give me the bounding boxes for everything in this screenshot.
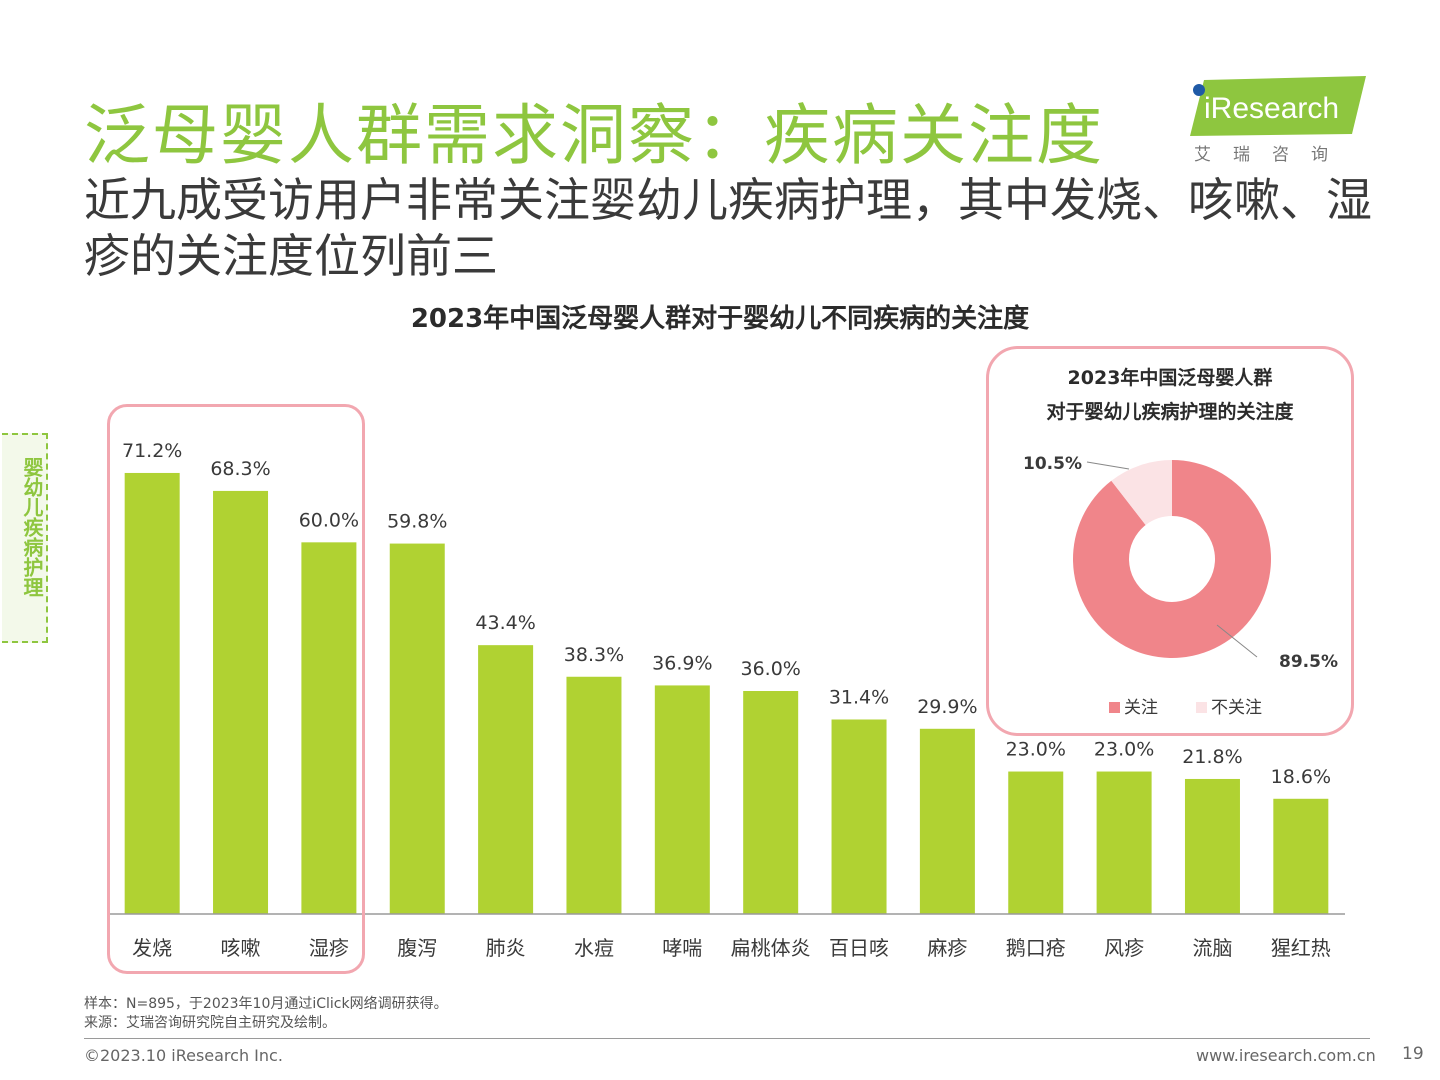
source-note: 来源：艾瑞咨询研究院自主研究及绘制。 <box>84 1015 336 1031</box>
iresearch-logo: iResearch <box>1190 76 1366 160</box>
top3-highlight-frame <box>107 404 365 974</box>
bar-value-label: 23.0% <box>1006 739 1066 761</box>
donut-value-label-minor: 10.5% <box>1023 454 1082 474</box>
bar-百日咳 <box>831 719 887 914</box>
bar-value-label: 29.9% <box>917 696 977 718</box>
x-tick-label: 风疹 <box>1104 936 1144 960</box>
bar-value-label: 68.3% <box>210 458 270 480</box>
bar-value-label: 60.0% <box>299 509 359 531</box>
legend-label: 不关注 <box>1211 698 1262 718</box>
bars-group: 71.2% 发烧 68.3% 咳嗽 60.0% 湿疹 59.8% 腹泻 43.4% 肺炎 38.3%… <box>122 440 1331 960</box>
x-tick-label: 水痘 <box>574 936 614 960</box>
bar-麻疹 <box>919 728 975 914</box>
donut-chart-card: 2023年中国泛母婴人群 对于婴幼儿疾病护理的关注度 89.5% 10.5% 关注 不… <box>986 346 1354 736</box>
sample-note: 样本：N=895，于2023年10月通过iClick网络调研获得。 <box>84 996 448 1012</box>
page-subtitle: 近九成受访用户非常关注婴幼儿疾病护理，其中发烧、咳嗽、湿疹的关注度位列前三 <box>84 173 1372 283</box>
bar-风疹 <box>1096 771 1152 914</box>
x-tick-label: 发烧 <box>132 936 172 960</box>
x-tick-label: 猩红热 <box>1271 936 1331 960</box>
bar-value-label: 36.9% <box>652 652 712 674</box>
website-url: www.iresearch.com.cn <box>1196 1046 1376 1065</box>
bar-水痘 <box>566 676 622 914</box>
x-tick-label: 百日咳 <box>829 936 889 960</box>
bar-value-label: 23.0% <box>1094 739 1154 761</box>
logo-parallelogram <box>1190 76 1366 136</box>
bar-value-label: 43.4% <box>475 612 535 634</box>
bar-咳嗽 <box>213 490 269 914</box>
side-tab: 婴幼儿疾病护理 <box>2 433 48 643</box>
bar-value-label: 38.3% <box>564 644 624 666</box>
logo-subtitle: 艾瑞咨询 <box>1194 145 1350 165</box>
bar-流脑 <box>1184 778 1240 914</box>
bar-value-label: 36.0% <box>740 658 800 680</box>
x-tick-label: 麻疹 <box>927 936 967 960</box>
bar-哮喘 <box>654 685 710 914</box>
x-tick-label: 湿疹 <box>309 936 349 960</box>
legend-swatch <box>1196 702 1207 713</box>
copyright: ©2023.10 iResearch Inc. <box>84 1046 283 1065</box>
bar-湿疹 <box>301 542 357 914</box>
page-number: 19 <box>1402 1044 1424 1064</box>
x-tick-label: 鹅口疮 <box>1006 936 1066 960</box>
page-title: 泛母婴人群需求洞察：疾病关注度 <box>84 97 1104 174</box>
donut-chart-title: 2023年中国泛母婴人群 对于婴幼儿疾病护理的关注度 <box>989 361 1351 429</box>
x-tick-label: 咳嗽 <box>221 936 261 960</box>
donut-slice-不关注 <box>1111 460 1172 526</box>
x-tick-label: 扁桃体炎 <box>731 936 811 960</box>
bar-扁桃体炎 <box>743 691 799 914</box>
bar-chart: 71.2% 发烧 68.3% 咳嗽 60.0% 湿疹 59.8% 腹泻 43.4% 肺炎 38.3%… <box>108 440 1345 960</box>
x-tick-label: 腹泻 <box>397 936 437 960</box>
donut-title-line1: 2023年中国泛母婴人群 <box>1067 367 1273 389</box>
x-tick-label: 流脑 <box>1192 936 1232 960</box>
donut-slice-关注 <box>1073 460 1271 658</box>
donut-title-line2: 对于婴幼儿疾病护理的关注度 <box>1046 401 1294 423</box>
bar-猩红热 <box>1273 798 1329 914</box>
x-tick-label: 肺炎 <box>486 936 526 960</box>
bar-value-label: 31.4% <box>829 686 889 708</box>
leader-line-main <box>1216 624 1258 658</box>
x-tick-label: 哮喘 <box>662 936 702 960</box>
bar-鹅口疮 <box>1008 771 1064 914</box>
bar-发烧 <box>124 472 180 914</box>
side-tab-label: 婴幼儿疾病护理 <box>20 457 44 597</box>
donut-chart: 89.5% 10.5% 关注 不关注 <box>1023 454 1338 718</box>
legend-label: 关注 <box>1124 698 1158 718</box>
footer-divider <box>84 1038 1370 1039</box>
bar-chart-title: 2023年中国泛母婴人群对于婴幼儿不同疾病的关注度 <box>410 304 1030 334</box>
bar-腹泻 <box>389 543 445 914</box>
bar-value-label: 59.8% <box>387 511 447 533</box>
logo-dot <box>1193 84 1205 96</box>
bar-value-label: 18.6% <box>1271 766 1331 788</box>
leader-line-minor <box>1086 461 1130 470</box>
legend-swatch <box>1109 702 1120 713</box>
logo-text: iResearch <box>1204 92 1339 125</box>
bar-value-label: 71.2% <box>122 440 182 462</box>
donut-value-label-main: 89.5% <box>1279 652 1338 672</box>
bar-肺炎 <box>478 645 534 914</box>
bar-value-label: 21.8% <box>1182 746 1242 768</box>
